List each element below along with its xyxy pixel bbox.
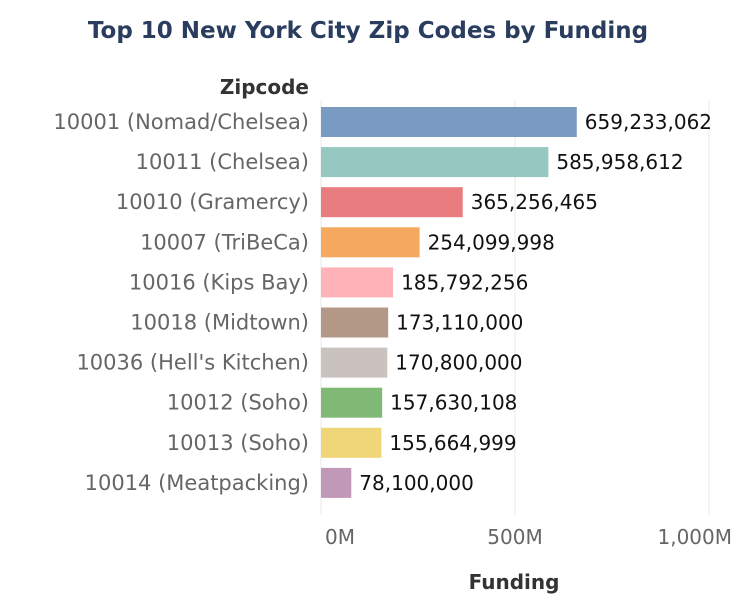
value-label: 585,958,612 [556, 150, 683, 174]
category-label: 10011 (Chelsea) [136, 150, 309, 174]
bar [321, 307, 389, 338]
x-axis-title: Funding [469, 570, 560, 594]
bar [321, 427, 382, 458]
x-tick-label: 500M [487, 525, 542, 549]
value-label: 254,099,998 [428, 230, 555, 254]
value-label: 365,256,465 [471, 190, 598, 214]
category-label: 10036 (Hell's Kitchen) [76, 351, 309, 375]
x-axis-ticks: 0M 500M 1,000M [325, 525, 732, 549]
bar [321, 107, 577, 137]
bar [321, 147, 549, 178]
value-label: 78,100,000 [359, 471, 474, 495]
value-label: 173,110,000 [396, 311, 523, 335]
x-tick-label: 1,000M [657, 525, 732, 549]
category-label: 10014 (Meatpacking) [85, 471, 309, 495]
value-label: 659,233,062 [585, 110, 712, 134]
chart-title: Top 10 New York City Zip Codes by Fundin… [88, 18, 648, 44]
category-label: 10018 (Midtown) [130, 311, 309, 335]
bar [321, 387, 383, 418]
y-axis-title: Zipcode [220, 75, 309, 99]
category-label: 10007 (TriBeCa) [140, 230, 309, 254]
value-labels: 659,233,062 585,958,612 365,256,465 254,099… [359, 110, 712, 495]
value-label: 185,792,256 [401, 270, 528, 294]
x-tick-label: 0M [325, 525, 355, 549]
value-label: 155,664,999 [389, 431, 516, 455]
bar [321, 467, 352, 498]
bar [321, 227, 420, 258]
value-label: 170,800,000 [395, 351, 522, 375]
category-label: 10016 (Kips Bay) [129, 270, 309, 294]
bar [321, 187, 463, 218]
category-label: 10012 (Soho) [167, 391, 309, 415]
bars [321, 107, 577, 498]
bar [321, 267, 394, 298]
category-label: 10010 (Gramercy) [116, 190, 309, 214]
category-label: 10001 (Nomad/Chelsea) [53, 110, 309, 134]
value-label: 157,630,108 [390, 391, 517, 415]
category-labels: 10001 (Nomad/Chelsea) 10011 (Chelsea) 1001… [53, 110, 309, 495]
category-label: 10013 (Soho) [167, 431, 309, 455]
bar [321, 347, 388, 378]
